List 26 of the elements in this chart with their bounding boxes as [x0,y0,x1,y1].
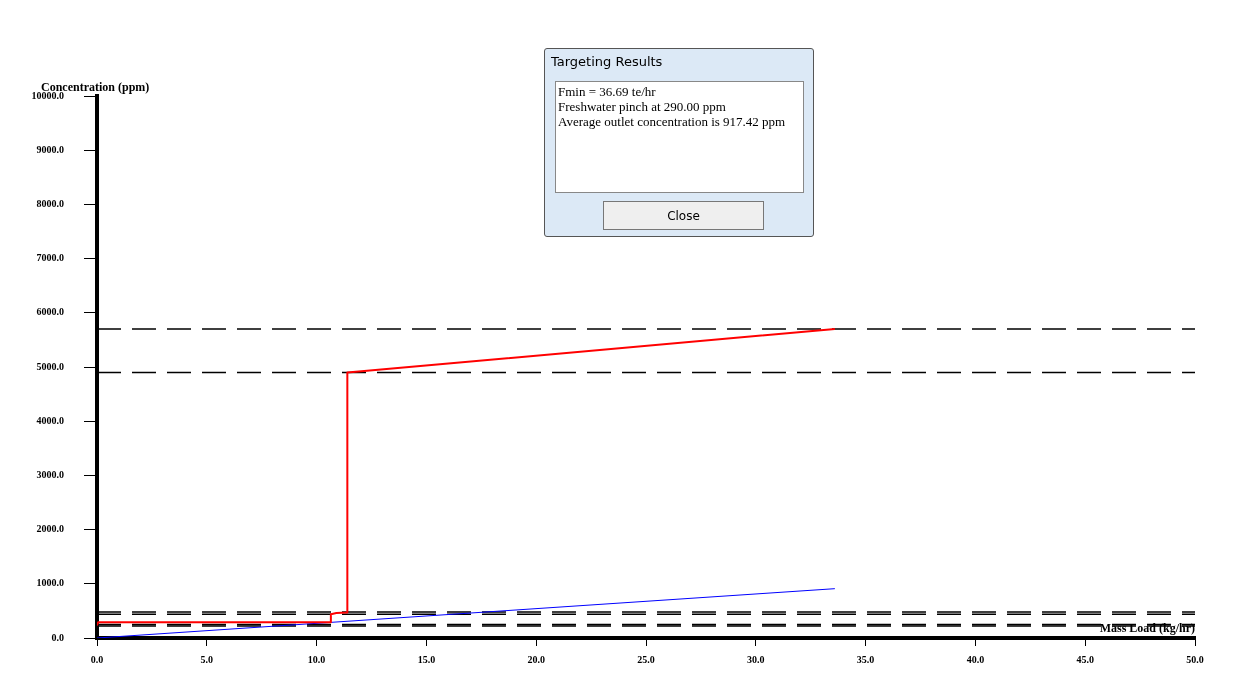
x-tick-label: 30.0 [747,653,765,665]
results-dialog: Targeting Results Fmin = 36.69 te/hr Freshwater pinch at 290.00 ppm Average outlet concentration is 917.42 ppm Close [544,48,814,237]
y-tick-label: 3000.0 [36,468,64,480]
x-tick-label: 0.0 [90,653,104,665]
annotation: Fmin = 36.69 te/hr [558,84,657,99]
y-tick-label: 1000.0 [36,577,64,589]
y-tick-label: 2000.0 [36,523,64,535]
close-button[interactable]: Close [603,201,764,230]
x-tick-label: 15.0 [417,653,436,665]
x-tick-label: 10.0 [307,653,326,665]
y-tick-label: 7000.0 [36,252,64,264]
annotation: Average outlet concentration is 917.42 ppm [558,114,787,129]
x-tick-label: 35.0 [856,653,875,665]
y-tick-label: 5000.0 [36,360,64,372]
x-tick-label: 5.0 [200,653,214,665]
x-tick-label: 20.0 [527,653,545,665]
annotation: Freshwater pinch at 290.00 ppm [558,99,727,114]
x-tick-label: 45.0 [1076,653,1094,665]
y-tick-label: 9000.0 [36,143,64,155]
x-tick-label: 25.0 [637,653,655,665]
y-tick-label: 8000.0 [36,197,64,209]
y-tick-label: 0.0 [51,631,64,643]
x-tick-label: 40.0 [966,653,985,665]
y-tick-label: 6000.0 [36,306,64,318]
y-tick-label: 4000.0 [36,414,64,426]
x-tick-label: 50.0 [1186,653,1204,665]
